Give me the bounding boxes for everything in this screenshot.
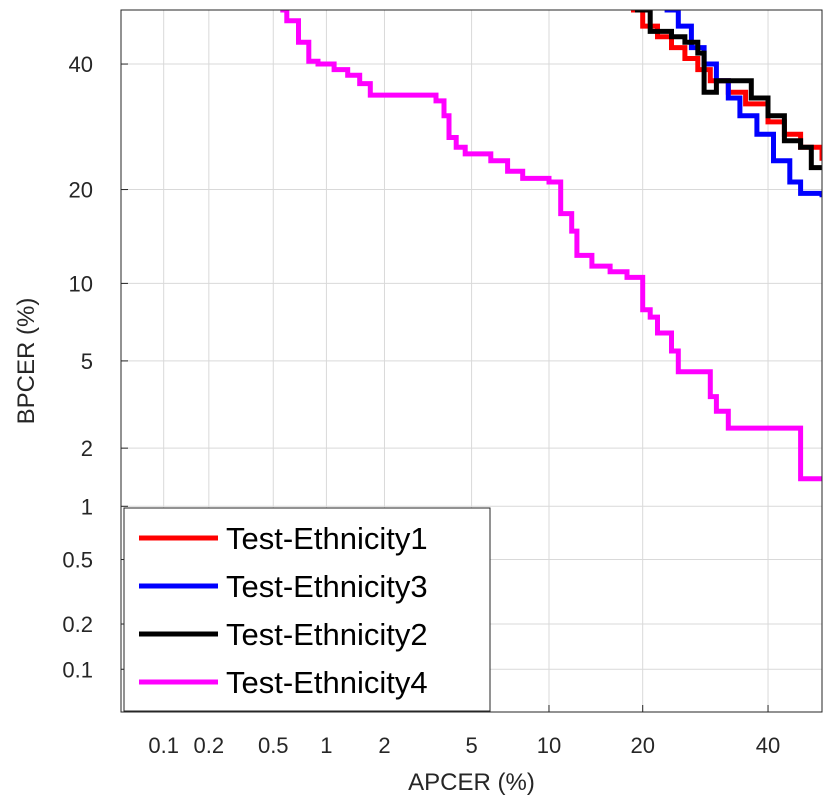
legend-box <box>123 507 491 712</box>
x-tick-label-20: 20 <box>630 733 654 758</box>
y-axis-label: BPCER (%) <box>13 298 40 425</box>
y-tick-label-0.1: 0.1 <box>62 657 93 682</box>
x-axis-label: APCER (%) <box>408 769 535 796</box>
legend-label-test-ethnicity2: Test-Ethnicity2 <box>226 617 428 652</box>
x-tick-label-2: 2 <box>378 733 390 758</box>
y-tick-label-1: 1 <box>81 494 93 519</box>
series-line-test-ethnicity2 <box>635 10 822 171</box>
x-tick-label-40: 40 <box>756 733 780 758</box>
x-tick-label-1: 1 <box>320 733 332 758</box>
legend: Test-Ethnicity1 Test-Ethnicity3 Test-Ethni… <box>123 507 491 712</box>
ticks: 0.1 0.2 0.5 1 2 5 10 20 40 0.1 0.2 0.5 1 2 5 10 20 40 <box>62 52 780 758</box>
x-tick-label-0.1: 0.1 <box>148 733 179 758</box>
y-tick-label-0.2: 0.2 <box>62 612 93 637</box>
x-tick-label-0.2: 0.2 <box>194 733 225 758</box>
y-tick-label-10: 10 <box>69 271 93 296</box>
plot-area <box>280 10 822 482</box>
legend-label-test-ethnicity1: Test-Ethnicity1 <box>226 521 428 556</box>
y-tick-label-40: 40 <box>69 52 93 77</box>
x-tick-label-0.5: 0.5 <box>258 733 289 758</box>
legend-label-test-ethnicity3: Test-Ethnicity3 <box>226 569 428 604</box>
y-tick-label-2: 2 <box>81 436 93 461</box>
y-tick-label-5: 5 <box>81 349 93 374</box>
series-line-test-ethnicity4 <box>280 10 822 482</box>
y-tick-label-20: 20 <box>69 178 93 203</box>
x-tick-label-5: 5 <box>465 733 477 758</box>
x-tick-label-10: 10 <box>537 733 561 758</box>
y-tick-label-0.5: 0.5 <box>62 548 93 573</box>
legend-label-test-ethnicity4: Test-Ethnicity4 <box>226 665 428 700</box>
